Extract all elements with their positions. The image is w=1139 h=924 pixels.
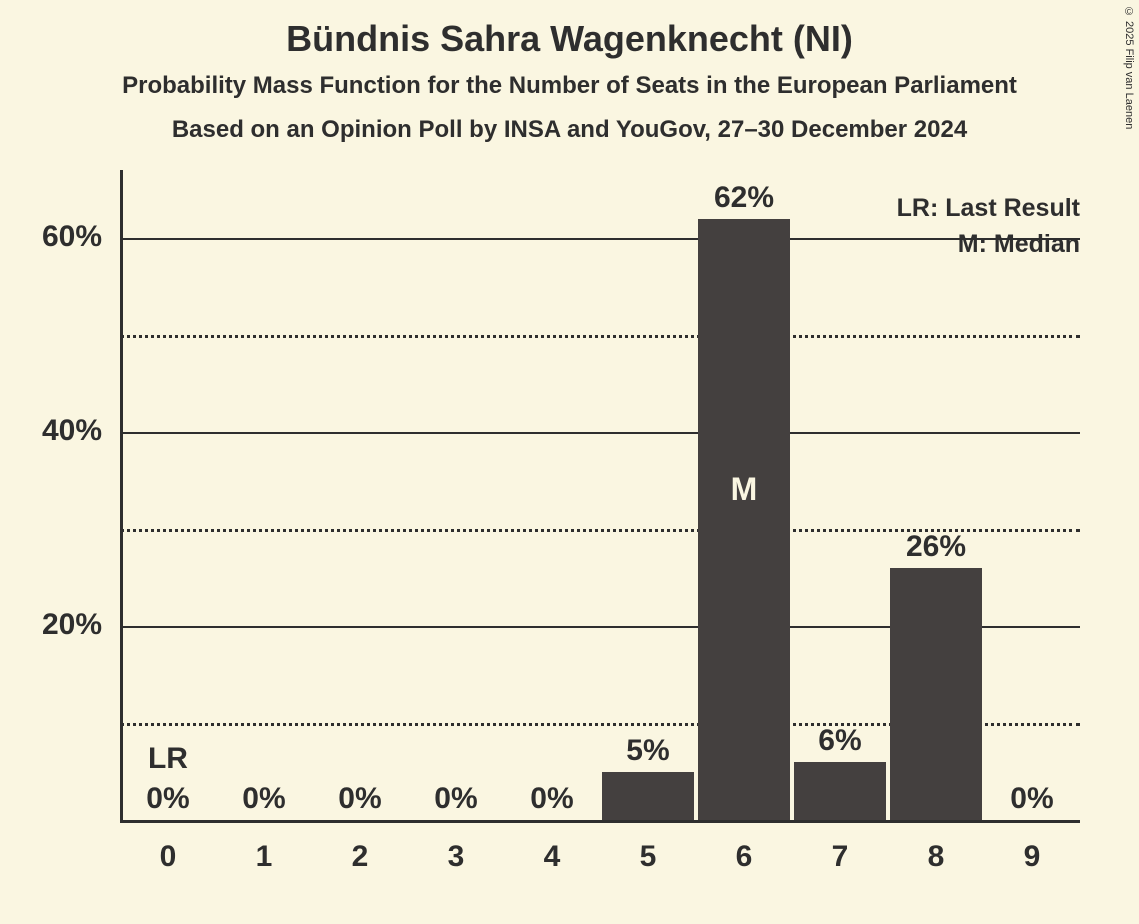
x-axis-tick-label: 8 [890,840,982,874]
x-axis-tick-label: 4 [506,840,598,874]
x-axis-tick-label: 0 [122,840,214,874]
bar-value-label: 62% [688,181,800,215]
gridline-minor [120,335,1080,338]
x-axis-tick-label: 5 [602,840,694,874]
x-axis-line [120,820,1080,823]
y-axis-line [120,170,123,820]
median-marker: M [698,471,790,508]
y-axis-tick-label: 60% [0,220,102,254]
y-axis-tick-label: 40% [0,414,102,448]
legend-median: M: Median [958,230,1080,259]
copyright-text: © 2025 Filip van Laenen [1123,6,1135,129]
bar-value-label: 0% [496,782,608,816]
legend-last-result: LR: Last Result [897,194,1080,223]
x-axis-tick-label: 2 [314,840,406,874]
bar [602,772,694,820]
gridline-major [120,432,1080,434]
chart-plot-area: 20%40%60%0%00%10%20%30%45%562%66%726%80%… [0,0,1139,924]
x-axis-tick-label: 6 [698,840,790,874]
bar-value-label: 5% [592,734,704,768]
last-result-marker: LR [122,742,214,776]
x-axis-tick-label: 9 [986,840,1078,874]
bar [794,762,886,820]
x-axis-tick-label: 7 [794,840,886,874]
y-axis-tick-label: 20% [0,608,102,642]
bar [698,219,790,820]
bar [890,568,982,820]
bar-value-label: 26% [880,530,992,564]
gridline-major [120,238,1080,240]
x-axis-tick-label: 1 [218,840,310,874]
x-axis-tick-label: 3 [410,840,502,874]
bar-value-label: 6% [784,724,896,758]
bar-value-label: 0% [976,782,1088,816]
